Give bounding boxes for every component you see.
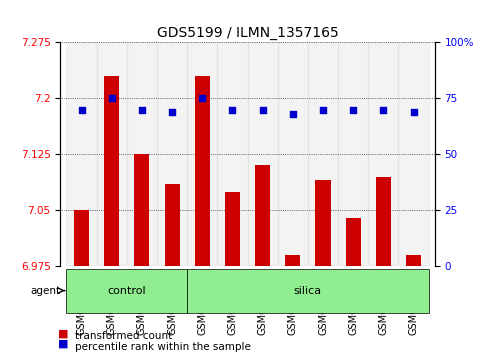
Bar	[248, 42, 278, 266]
Text: ■: ■	[58, 339, 69, 349]
Bar	[127, 42, 157, 266]
Point	[108, 96, 115, 101]
Bar	[338, 42, 369, 266]
Text: agent: agent	[30, 286, 60, 296]
Text: percentile rank within the sample: percentile rank within the sample	[75, 342, 251, 352]
Bar	[74, 210, 89, 266]
Point	[259, 107, 267, 113]
Bar	[134, 154, 149, 266]
Bar	[308, 42, 338, 266]
Bar	[187, 42, 217, 266]
Text: control: control	[108, 286, 146, 296]
Text: ■: ■	[58, 328, 69, 338]
Point	[138, 107, 146, 113]
Bar	[376, 177, 391, 266]
Text: transformed count: transformed count	[75, 331, 172, 341]
Point	[228, 107, 236, 113]
Point	[380, 107, 387, 113]
Bar	[67, 42, 97, 266]
Bar	[195, 76, 210, 266]
Point	[289, 111, 297, 117]
Bar	[346, 218, 361, 266]
Bar	[104, 76, 119, 266]
Title: GDS5199 / ILMN_1357165: GDS5199 / ILMN_1357165	[156, 26, 339, 40]
Bar	[255, 165, 270, 266]
Point	[410, 109, 417, 115]
Bar	[315, 181, 330, 266]
Bar	[369, 42, 398, 266]
Bar	[278, 42, 308, 266]
Bar	[398, 42, 429, 266]
Bar	[285, 255, 300, 266]
FancyBboxPatch shape	[67, 269, 187, 313]
FancyBboxPatch shape	[187, 269, 429, 313]
Bar	[217, 42, 248, 266]
Bar	[406, 255, 421, 266]
Point	[319, 107, 327, 113]
Point	[199, 96, 206, 101]
Point	[78, 107, 85, 113]
Point	[168, 109, 176, 115]
Bar	[225, 192, 240, 266]
Bar	[97, 42, 127, 266]
Point	[349, 107, 357, 113]
Bar	[157, 42, 187, 266]
Bar	[165, 184, 180, 266]
Text: silica: silica	[294, 286, 322, 296]
